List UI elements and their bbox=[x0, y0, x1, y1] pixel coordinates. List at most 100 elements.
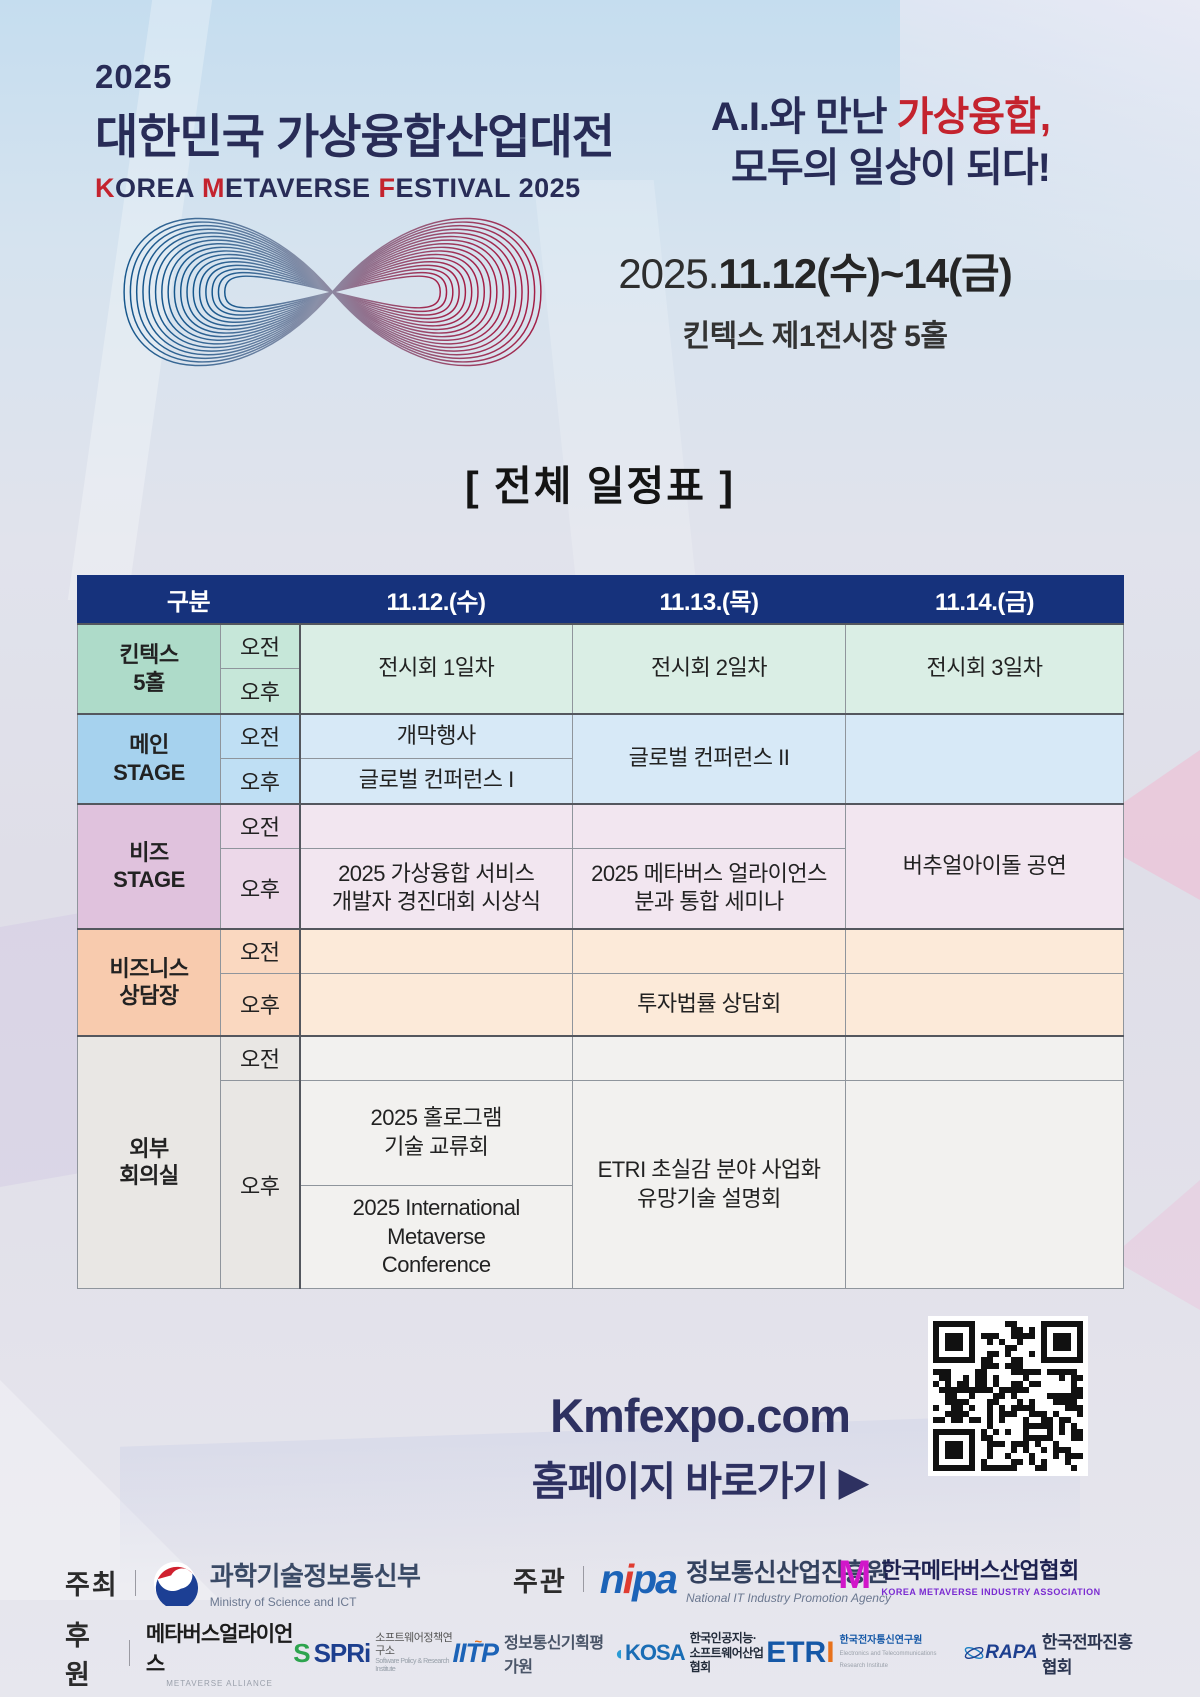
cell-kintex-day3: 전시회 3일차 bbox=[845, 622, 1124, 714]
bg-tint-left-table bbox=[0, 912, 80, 1188]
schedule-section-title: [ 전체 일정표 ] bbox=[464, 463, 736, 509]
col-header-category: 구분 bbox=[77, 575, 300, 624]
table-row: 킨텍스 5홀 오전 전시회 1일차 전시회 2일차 전시회 3일차 bbox=[77, 622, 1124, 714]
website-cta[interactable]: 홈페이지 바로가기 ▶ bbox=[531, 1460, 869, 1504]
col-header-day2: 11.13.(목) bbox=[572, 575, 846, 624]
alliance-name: 메타버스얼라이언스 bbox=[145, 1623, 294, 1676]
cell-main-am-day1: 개막행사 bbox=[298, 712, 573, 759]
qr-code-icon bbox=[933, 1321, 1083, 1471]
website-block: Kmfexpo.com 홈페이지 바로가기 ▶ bbox=[480, 1388, 920, 1507]
infinity-loop-logo bbox=[105, 176, 560, 408]
nipa-name-block: 정보통신산업진흥원 National IT Industry Promotion… bbox=[686, 1553, 891, 1605]
cell-main-pm-day1: 글로벌 컨퍼런스 I bbox=[298, 758, 573, 804]
spri-sub: Software Policy & Research Institute bbox=[375, 1657, 450, 1673]
cell-business-am-day3-empty bbox=[845, 927, 1124, 974]
date-venue-block: 2025.11.12(수)~14(금) 킨텍스 제1전시장 5홀 bbox=[570, 240, 1060, 355]
kmia-row: M 한국메타버스산업협회 KOREA METAVERSE INDUSTRY AS… bbox=[838, 1553, 1101, 1597]
cell-business-am-day2-empty bbox=[572, 927, 846, 974]
arrow-right-icon: ▶ bbox=[838, 1460, 869, 1504]
slogan-line1: A.I.와 만난 가상융합, bbox=[710, 95, 1051, 139]
cell-business-pm-day3-empty bbox=[845, 973, 1124, 1036]
pm-label: 오후 bbox=[220, 973, 300, 1036]
pm-label: 오후 bbox=[220, 668, 300, 714]
event-year: 2025 bbox=[95, 58, 173, 95]
organizer-row: 주관 nipa 정보통신산업진흥원 National IT Industry P… bbox=[513, 1553, 891, 1606]
cell-external-pm-day3-empty bbox=[845, 1080, 1124, 1289]
sponsor-iitp: ~ IITP 정보통신기획평가원 bbox=[453, 1629, 613, 1677]
am-label: 오전 bbox=[220, 802, 300, 849]
am-label: 오전 bbox=[220, 712, 300, 759]
nipa-sub: National IT Industry Promotion Agency bbox=[686, 1591, 891, 1605]
sponsor-metaverse-alliance: 메타버스얼라이언스 METAVERSE ALLIANCE bbox=[145, 1618, 294, 1688]
kosa-logo: ◖KOSA bbox=[612, 1639, 686, 1665]
event-title-block: 2025 대한민국 가상융합산업대전 KOREA METAVERSE FESTI… bbox=[95, 58, 615, 204]
host-name-block: 과학기술정보통신부 Ministry of Science and ICT bbox=[210, 1556, 421, 1609]
sponsor-etri: ETRI 한국전자통신연구원 Electronics and Telecommun… bbox=[766, 1635, 963, 1671]
infinity-loop-icon bbox=[123, 217, 542, 367]
cell-main-day3-empty bbox=[845, 712, 1124, 804]
organizer-label: 주관 bbox=[513, 1566, 567, 1597]
spri-name: 소프트웨어정책연구소 bbox=[375, 1632, 453, 1657]
cell-business-pm-day1-empty bbox=[298, 973, 573, 1036]
venue-biz-stage: 비즈 STAGE bbox=[77, 802, 221, 929]
pm-label: 오후 bbox=[220, 848, 300, 929]
kosa-moon-icon: ◖ bbox=[612, 1642, 625, 1665]
am-label: 오전 bbox=[220, 1034, 300, 1081]
table-row: 메인 STAGE 오전 개막행사 글로벌 컨퍼런스 II bbox=[77, 712, 1124, 804]
alliance-sub: METAVERSE ALLIANCE bbox=[166, 1679, 273, 1688]
sponsor-spri: S SPRi 소프트웨어정책연구소 Software Policy & Rese… bbox=[293, 1632, 453, 1673]
table-row: 오후 bbox=[78, 668, 1124, 714]
am-label: 오전 bbox=[220, 622, 300, 669]
slogan-block: A.I.와 만난 가상융합, 모두의 일상이 되다! bbox=[590, 92, 1051, 194]
host-row: 주최 과학기술정보통신부 Ministry of Science and ICT bbox=[65, 1556, 421, 1609]
cell-biz-am-day2-empty bbox=[572, 802, 846, 849]
venue-kintex: 킨텍스 5홀 bbox=[77, 622, 221, 714]
event-title-english: KOREA METAVERSE FESTIVAL 2025 bbox=[95, 173, 581, 203]
divider bbox=[582, 1566, 584, 1592]
cell-external-pm-day1a: 2025 홀로그램 기술 교류회 bbox=[298, 1080, 573, 1186]
spri-name-block: 소프트웨어정책연구소 Software Policy & Research In… bbox=[375, 1632, 452, 1673]
etri-name-block: 한국전자통신연구원 Electronics and Telecommunicati… bbox=[840, 1635, 964, 1671]
sponsor-kosa: ◖KOSA 한국인공지능· 소프트웨어산업협회 bbox=[613, 1631, 766, 1674]
venue-external-rooms: 외부 회의실 bbox=[77, 1034, 221, 1289]
kmia-name-block: 한국메타버스산업협회 KOREA METAVERSE INDUSTRY ASSO… bbox=[881, 1553, 1100, 1597]
cell-main-day2: 글로벌 컨퍼런스 II bbox=[572, 712, 846, 804]
cell-biz-day3: 버추얼아이돌 공연 bbox=[845, 802, 1124, 929]
cell-business-pm-day2: 투자법률 상담회 bbox=[572, 973, 846, 1036]
table-row: 비즈니스 상담장 오전 bbox=[77, 927, 1124, 1036]
rapa-logo: RAPA bbox=[985, 1642, 1038, 1663]
venue-business-consult: 비즈니스 상담장 bbox=[77, 927, 221, 1036]
spri-s-icon: S bbox=[293, 1637, 311, 1668]
qr-code[interactable] bbox=[928, 1316, 1088, 1476]
table-row: 오후 글로벌 컨퍼런스 I bbox=[78, 758, 1124, 804]
cell-business-am-day1-empty bbox=[298, 927, 573, 974]
cell-biz-pm-day2: 2025 메타버스 얼라이언스 분과 통합 세미나 bbox=[572, 848, 846, 929]
iitp-name: 정보통신기획평가원 bbox=[504, 1635, 604, 1676]
table-row: 2025 International Metaverse Conference bbox=[78, 1185, 1124, 1289]
schedule-table: 구분 11.12.(수) 11.13.(목) 11.14.(금) 킨텍스 5홀 … bbox=[77, 575, 1124, 1289]
kmia-name: 한국메타버스산업협회 bbox=[881, 1558, 1079, 1583]
am-label: 오전 bbox=[220, 927, 300, 974]
slogan-line2: 모두의 일상이 되다! bbox=[731, 146, 1051, 191]
etri-sub: Electronics and Telecommunications Resea… bbox=[839, 1651, 937, 1669]
cell-kintex-day1: 전시회 1일차 bbox=[298, 622, 573, 714]
cell-external-am-day3-empty bbox=[845, 1034, 1124, 1081]
kmia-sub: KOREA METAVERSE INDUSTRY ASSOCIATION bbox=[881, 1587, 1101, 1597]
msit-taegeuk-icon bbox=[153, 1561, 198, 1606]
website-link[interactable]: Kmfexpo.com bbox=[550, 1389, 851, 1442]
nipa-logo: nipa bbox=[599, 1555, 678, 1602]
table-row: 외부 회의실 오전 bbox=[77, 1034, 1124, 1289]
iitp-tilde-icon: ~ bbox=[474, 1633, 483, 1649]
cell-kintex-day2: 전시회 2일차 bbox=[572, 622, 846, 714]
pm-label: 오후 bbox=[220, 1080, 300, 1289]
divider bbox=[134, 1569, 136, 1596]
table-row: 오후 2025 홀로그램 기술 교류회 ETRI 초실감 분야 사업화 유망기술… bbox=[78, 1080, 1124, 1289]
iitp-logo: ~ IITP bbox=[452, 1633, 500, 1668]
table-row: 오후 2025 가상융합 서비스 개발자 경진대회 시상식 2025 메타버스 … bbox=[78, 848, 1124, 929]
sponsor-row: 후원 메타버스얼라이언스 METAVERSE ALLIANCE S SPRi 소… bbox=[65, 1614, 1145, 1692]
col-header-day1: 11.12.(수) bbox=[299, 575, 573, 624]
etri-name: 한국전자통신연구원 bbox=[839, 1635, 923, 1646]
rapa-atom-icon bbox=[964, 1647, 984, 1659]
cell-external-am-day2-empty bbox=[572, 1034, 846, 1081]
